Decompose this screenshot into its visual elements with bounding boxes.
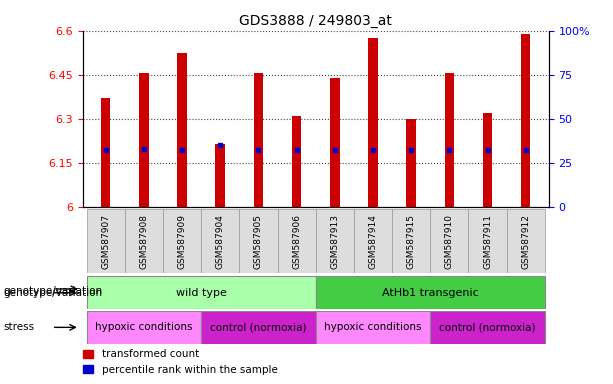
Text: GSM587912: GSM587912	[521, 214, 530, 269]
Text: wild type: wild type	[176, 288, 227, 298]
Bar	[86, 311, 201, 344]
Text: GSM587909: GSM587909	[178, 214, 186, 269]
Bar	[483, 113, 492, 207]
Text: GSM587913: GSM587913	[330, 214, 339, 269]
Legend: transformed count, percentile rank within the sample: transformed count, percentile rank withi…	[78, 345, 282, 379]
Bar	[125, 209, 163, 273]
Bar	[292, 116, 302, 207]
Text: hypoxic conditions: hypoxic conditions	[95, 322, 192, 333]
Bar	[330, 78, 340, 207]
Title: GDS3888 / 249803_at: GDS3888 / 249803_at	[239, 14, 392, 28]
Bar	[86, 276, 316, 309]
Bar	[392, 209, 430, 273]
Bar	[506, 209, 545, 273]
Text: AtHb1 transgenic: AtHb1 transgenic	[382, 288, 479, 298]
Bar	[406, 119, 416, 207]
Text: hypoxic conditions: hypoxic conditions	[324, 322, 422, 333]
Bar	[468, 209, 506, 273]
Bar	[354, 209, 392, 273]
Bar	[444, 73, 454, 207]
Bar	[86, 209, 125, 273]
Text: genotype/variation: genotype/variation	[3, 286, 102, 296]
Bar	[239, 209, 278, 273]
Text: GSM587908: GSM587908	[139, 214, 148, 269]
Text: GSM587905: GSM587905	[254, 214, 263, 269]
Bar	[278, 209, 316, 273]
Text: GSM587904: GSM587904	[216, 214, 225, 269]
Bar	[201, 311, 316, 344]
Text: GSM587910: GSM587910	[445, 214, 454, 269]
Bar	[368, 38, 378, 207]
Bar	[316, 276, 545, 309]
Bar	[163, 209, 201, 273]
Text: GSM587914: GSM587914	[368, 214, 378, 269]
Text: GSM587906: GSM587906	[292, 214, 301, 269]
Text: control (normoxia): control (normoxia)	[440, 322, 536, 333]
Bar	[316, 209, 354, 273]
Text: GSM587915: GSM587915	[406, 214, 416, 269]
Bar	[177, 53, 187, 207]
Text: stress: stress	[3, 322, 34, 333]
Bar	[215, 144, 225, 207]
Text: GSM587911: GSM587911	[483, 214, 492, 269]
Bar	[521, 34, 530, 207]
Bar	[254, 73, 263, 207]
Bar	[101, 98, 110, 207]
Text: GSM587907: GSM587907	[101, 214, 110, 269]
Text: genotype/variation: genotype/variation	[3, 288, 102, 298]
Bar	[201, 209, 239, 273]
Bar	[430, 209, 468, 273]
Bar	[430, 311, 545, 344]
Bar	[316, 311, 430, 344]
Bar	[139, 73, 148, 207]
Text: control (normoxia): control (normoxia)	[210, 322, 306, 333]
